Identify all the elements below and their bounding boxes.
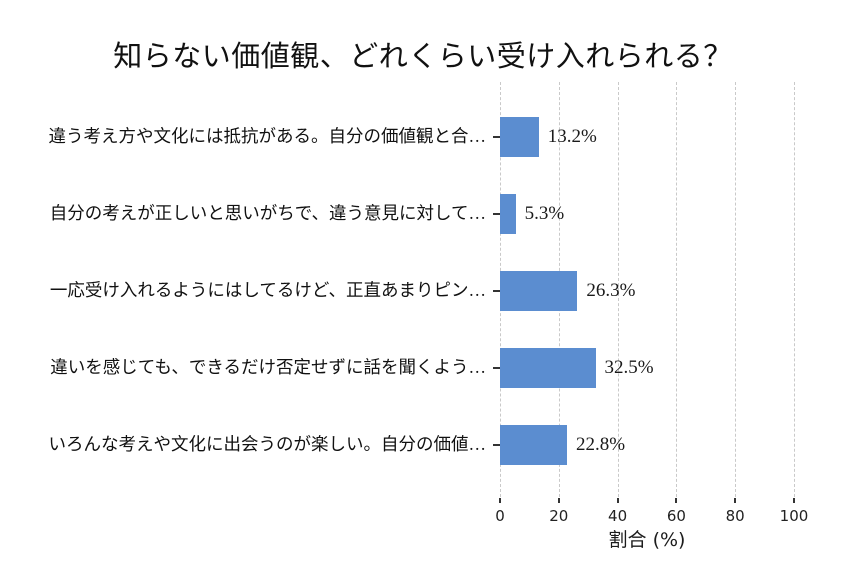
gridline bbox=[676, 82, 678, 497]
plot-area: 13.2% 5.3% 26.3% 32.5% 22.8% bbox=[500, 82, 795, 497]
value-label: 5.3% bbox=[524, 203, 565, 224]
x-axis-tick bbox=[675, 498, 678, 503]
bar bbox=[500, 425, 568, 465]
x-axis-tick bbox=[499, 498, 501, 503]
value-label: 26.3% bbox=[586, 280, 636, 301]
category-label: 違う考え方や文化には抵抗がある。自分の価値観と合… bbox=[48, 126, 487, 146]
x-tick-label: 100 bbox=[779, 507, 809, 525]
value-label: 32.5% bbox=[604, 357, 654, 378]
y-axis-tick bbox=[493, 136, 500, 138]
x-axis-tick bbox=[557, 498, 560, 503]
x-tick-label: 80 bbox=[725, 507, 745, 525]
gridline bbox=[617, 82, 619, 497]
x-axis-tick bbox=[734, 498, 737, 503]
gridline bbox=[794, 82, 795, 497]
category-label: いろんな考えや文化に出会うのが楽しい。自分の価値… bbox=[48, 434, 487, 454]
y-axis-tick bbox=[493, 290, 500, 292]
x-axis-tick bbox=[616, 498, 619, 503]
x-axis-label: 割合 (%) bbox=[608, 529, 686, 551]
x-tick-label: 20 bbox=[549, 507, 569, 525]
value-label: 22.8% bbox=[576, 434, 626, 455]
x-tick-label: 40 bbox=[608, 507, 628, 525]
y-axis-tick bbox=[493, 213, 500, 215]
bar bbox=[500, 271, 578, 311]
chart-title: 知らない価値観、どれくらい受け入れられる？ bbox=[113, 41, 733, 73]
x-axis-tick bbox=[793, 498, 795, 503]
x-tick-label: 60 bbox=[666, 507, 686, 525]
bar bbox=[500, 117, 539, 157]
bar bbox=[500, 348, 596, 388]
category-label: 自分の考えが正しいと思いがちで、違う意見に対して… bbox=[49, 203, 486, 223]
gridline bbox=[735, 82, 737, 497]
y-axis-tick bbox=[493, 367, 500, 369]
bar bbox=[500, 194, 516, 234]
x-tick-label: 0 bbox=[495, 507, 505, 525]
category-label: 違いを感じても、できるだけ否定せずに話を聞くよう… bbox=[50, 357, 486, 377]
y-axis-tick bbox=[493, 444, 500, 446]
value-label: 13.2% bbox=[547, 126, 597, 147]
category-label: 一応受け入れるようにはしてるけど、正直あまりピン… bbox=[49, 280, 486, 300]
